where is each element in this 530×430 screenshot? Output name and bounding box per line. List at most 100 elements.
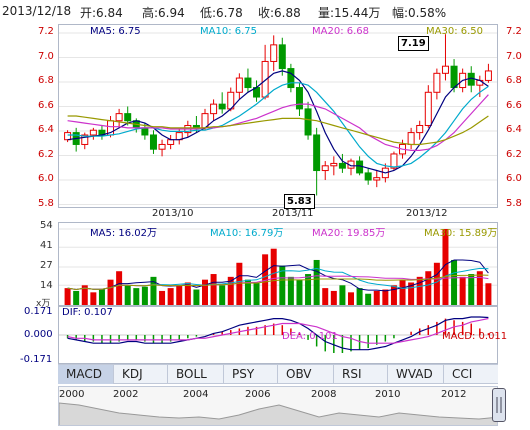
candle[interactable]	[416, 120, 424, 140]
candle[interactable]	[261, 44, 269, 100]
volume-bar[interactable]	[73, 290, 80, 305]
volume-bar[interactable]	[373, 290, 380, 305]
candle[interactable]	[124, 106, 132, 126]
volume-bar[interactable]	[330, 290, 337, 305]
candle[interactable]	[304, 101, 312, 140]
volume-bar[interactable]	[451, 259, 458, 305]
volume-bar[interactable]	[150, 276, 157, 305]
candle[interactable]	[347, 158, 355, 176]
candle[interactable]	[175, 127, 183, 145]
candle[interactable]	[218, 92, 226, 114]
tab-macd[interactable]: MACD	[58, 365, 114, 384]
volume-bar[interactable]	[390, 285, 397, 305]
volume-bar[interactable]	[236, 262, 243, 305]
volume-bar[interactable]	[124, 285, 131, 305]
candle[interactable]	[115, 108, 123, 128]
volume-bar[interactable]	[167, 288, 174, 305]
volume-bar[interactable]	[365, 293, 372, 305]
volume-bar[interactable]	[262, 254, 269, 305]
volume-bar[interactable]	[382, 289, 389, 305]
volume-bar[interactable]	[408, 282, 415, 305]
volume-bar[interactable]	[219, 285, 226, 305]
volume-bar[interactable]	[348, 292, 354, 305]
candlestick-chart[interactable]	[59, 25, 497, 207]
candle[interactable]	[313, 127, 321, 196]
volume-bar[interactable]	[322, 288, 329, 305]
volume-bar[interactable]	[296, 279, 303, 305]
macd-panel[interactable]	[58, 306, 498, 364]
tab-kdj[interactable]: KDJ	[114, 365, 168, 384]
tab-cci[interactable]: CCI	[452, 367, 473, 381]
volume-bar[interactable]	[287, 276, 294, 305]
candle[interactable]	[373, 170, 381, 188]
macd-chart[interactable]	[59, 307, 497, 363]
candle[interactable]	[210, 99, 218, 121]
candle[interactable]	[364, 168, 372, 185]
tab-rsi[interactable]: RSI	[334, 365, 388, 384]
volume-bar[interactable]	[313, 259, 320, 305]
volume-bar[interactable]	[81, 285, 88, 305]
volume-bar[interactable]	[116, 271, 123, 305]
volume-bar[interactable]	[159, 290, 166, 305]
volume-bar[interactable]	[98, 289, 105, 305]
candle[interactable]	[98, 125, 106, 140]
volume-bar[interactable]	[468, 274, 475, 305]
volume-bar[interactable]	[244, 279, 251, 305]
candle[interactable]	[433, 68, 441, 100]
price-panel[interactable]	[58, 24, 498, 208]
volume-bar[interactable]	[356, 288, 363, 305]
tab-psy[interactable]: PSY	[224, 365, 278, 384]
candle[interactable]	[64, 130, 72, 143]
candle[interactable]	[253, 80, 261, 102]
candle[interactable]	[441, 34, 449, 81]
timeline-navigator[interactable]: 2000 2002 2004 2006 2008 2010 2012	[58, 386, 498, 426]
volume-bar[interactable]	[184, 282, 191, 305]
volume-bar[interactable]	[433, 262, 440, 305]
volume-bar[interactable]	[279, 265, 286, 305]
volume-bar[interactable]	[141, 286, 148, 305]
volume-panel[interactable]	[58, 222, 498, 306]
volume-bar[interactable]	[133, 288, 140, 305]
volume-bar[interactable]	[485, 283, 492, 305]
volume-bar[interactable]	[193, 289, 200, 305]
volume-bar[interactable]	[210, 274, 217, 305]
volume-bar[interactable]	[202, 279, 208, 305]
volume-bar[interactable]	[339, 285, 346, 305]
volume-bar[interactable]	[305, 274, 312, 305]
candle[interactable]	[158, 139, 166, 157]
candle[interactable]	[89, 127, 97, 140]
volume-bar[interactable]	[476, 271, 483, 305]
candle[interactable]	[270, 35, 278, 71]
candle[interactable]	[295, 82, 303, 116]
candle[interactable]	[81, 132, 89, 150]
timeline-range-handle[interactable]	[492, 388, 506, 422]
candle[interactable]	[287, 63, 295, 93]
tab-obv[interactable]: OBV	[278, 365, 334, 384]
candle[interactable]	[278, 37, 286, 76]
candle[interactable]	[338, 153, 346, 173]
volume-bar[interactable]	[107, 279, 114, 305]
volume-bar[interactable]	[459, 276, 466, 305]
candle[interactable]	[227, 87, 235, 112]
candle[interactable]	[149, 130, 157, 154]
candle[interactable]	[330, 156, 338, 176]
volume-bar[interactable]	[227, 276, 234, 305]
candle[interactable]	[235, 73, 243, 100]
volume-bar[interactable]	[253, 282, 260, 305]
candle[interactable]	[321, 161, 329, 181]
volume-chart[interactable]	[59, 223, 497, 305]
candle[interactable]	[424, 85, 432, 128]
candle[interactable]	[167, 134, 175, 150]
tab-wvad[interactable]: WVAD	[388, 365, 444, 384]
volume-bar[interactable]	[64, 288, 71, 305]
candle[interactable]	[484, 63, 492, 83]
volume-bar[interactable]	[399, 279, 406, 305]
candle[interactable]	[244, 68, 252, 93]
volume-bar[interactable]	[176, 285, 183, 305]
tab-boll[interactable]: BOLL	[168, 365, 224, 384]
volume-bar[interactable]	[442, 229, 449, 305]
candle[interactable]	[390, 151, 398, 171]
volume-bar[interactable]	[416, 276, 423, 305]
volume-bar[interactable]	[270, 248, 277, 305]
volume-bar[interactable]	[425, 271, 432, 305]
